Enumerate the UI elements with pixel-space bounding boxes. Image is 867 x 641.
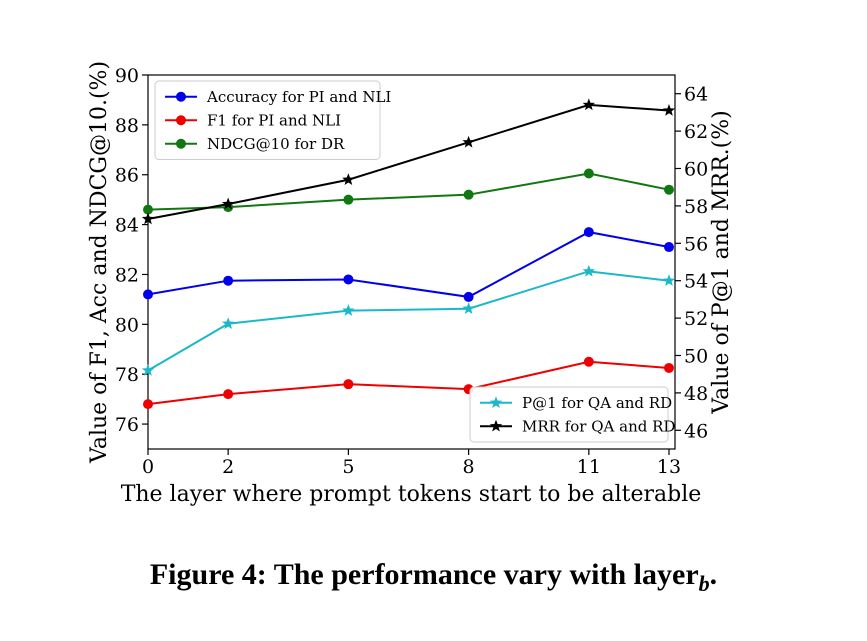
legend-label: MRR for QA and RD (522, 417, 675, 435)
series-point (141, 363, 155, 376)
right-tick-label: 58 (684, 196, 708, 218)
series-point (343, 194, 354, 205)
series-point (582, 98, 596, 111)
series-point (663, 362, 674, 373)
series-line (147, 270, 670, 372)
left-tick-label: 86 (115, 165, 139, 187)
plot-area (147, 74, 676, 450)
legend-box (154, 80, 381, 160)
series-point (463, 189, 474, 200)
right-axis: 46 48 50 52 54 56 58 60 62 64 (675, 84, 708, 442)
series-line (147, 231, 670, 298)
right-tick-label: 52 (684, 308, 708, 330)
series-point (141, 212, 155, 225)
right-tick-label: 56 (684, 233, 708, 255)
series-line (147, 360, 670, 406)
legend-marker (489, 396, 503, 409)
series-point (663, 184, 674, 195)
legend-label: NDCG@10 for DR (207, 135, 345, 153)
series-2 (143, 168, 674, 215)
series-point (582, 264, 596, 277)
series-layer (141, 98, 676, 410)
legend-marker (176, 138, 186, 149)
series-point (221, 197, 235, 210)
series-0 (143, 227, 674, 302)
legend-label: P@1 for QA and RD (522, 394, 672, 412)
right-tick-label: 64 (684, 84, 708, 106)
series-point (662, 104, 676, 116)
left-axis-label: Value of F1, Acc and NDCG@10.(%) (87, 61, 112, 464)
left-tick-label: 80 (115, 314, 139, 336)
figure-caption: Figure 4: The performance vary with laye… (0, 558, 867, 597)
series-point (663, 242, 674, 253)
left-tick-label: 84 (115, 215, 139, 237)
legend-top-left: Accuracy for PI and NLI F1 for PI and NLI… (154, 80, 391, 160)
legend-marker (176, 115, 186, 126)
legend-entry: F1 for PI and NLI (165, 111, 341, 129)
series-point (462, 135, 475, 148)
x-tick-label: 8 (463, 456, 475, 478)
caption-suffix: . (709, 558, 718, 591)
legend-entry: NDCG@10 for DR (165, 135, 345, 153)
right-tick-label: 60 (684, 159, 708, 181)
legend-entry: Accuracy for PI and NLI (165, 88, 391, 106)
series-point (143, 289, 153, 300)
x-tick-label: 2 (222, 456, 234, 478)
legend-label: Accuracy for PI and NLI (206, 88, 391, 106)
legend-marker (176, 91, 186, 102)
x-axis-label: The layer where prompt tokens start to b… (121, 482, 702, 507)
x-axis: 0 2 5 8 11 13 (142, 449, 681, 478)
left-tick-label: 82 (115, 264, 139, 286)
series-point (342, 304, 355, 316)
series-3 (141, 264, 676, 376)
right-tick-label: 54 (684, 271, 708, 293)
right-tick-label: 46 (684, 420, 708, 442)
left-tick-label: 78 (115, 364, 139, 386)
series-point (583, 168, 594, 179)
left-tick-label: 88 (115, 115, 139, 137)
right-tick-label: 50 (684, 346, 708, 368)
series-point (463, 291, 474, 302)
x-tick-label: 0 (142, 456, 154, 478)
series-line (147, 103, 670, 220)
plot-frame (147, 74, 676, 450)
series-point (223, 389, 234, 400)
legend-box (469, 386, 669, 443)
series-line (147, 172, 670, 211)
legend-bottom-right: P@1 for QA and RD MRR for QA and RD (469, 386, 675, 443)
right-axis-label: Value of P@1 and MRR.(%) (709, 110, 734, 414)
left-tick-label: 76 (115, 414, 139, 436)
left-tick-label: 90 (115, 65, 139, 87)
legend-marker (489, 419, 503, 432)
x-tick-label: 11 (577, 456, 601, 478)
legend-entry: P@1 for QA and RD (480, 394, 672, 412)
left-axis: 76 78 80 82 84 86 88 90 (115, 65, 148, 436)
series-point (583, 356, 594, 367)
legend-label: F1 for PI and NLI (207, 111, 341, 129)
series-point (143, 204, 153, 215)
series-point (221, 317, 235, 329)
x-tick-label: 5 (342, 456, 354, 478)
series-point (343, 274, 354, 285)
series-point (662, 274, 676, 286)
series-point (583, 227, 594, 238)
series-point (223, 275, 234, 286)
caption-prefix: Figure 4: The performance vary with laye… (149, 558, 699, 591)
series-point (343, 379, 354, 390)
series-point (462, 302, 475, 315)
right-tick-label: 62 (684, 121, 708, 143)
x-tick-label: 13 (657, 456, 681, 478)
series-point (342, 173, 355, 185)
series-point (143, 399, 153, 410)
caption-subscript: b (698, 571, 710, 596)
legend-entry: MRR for QA and RD (480, 417, 675, 435)
series-4 (141, 98, 676, 225)
series-1 (143, 356, 674, 410)
right-tick-label: 48 (684, 383, 708, 405)
